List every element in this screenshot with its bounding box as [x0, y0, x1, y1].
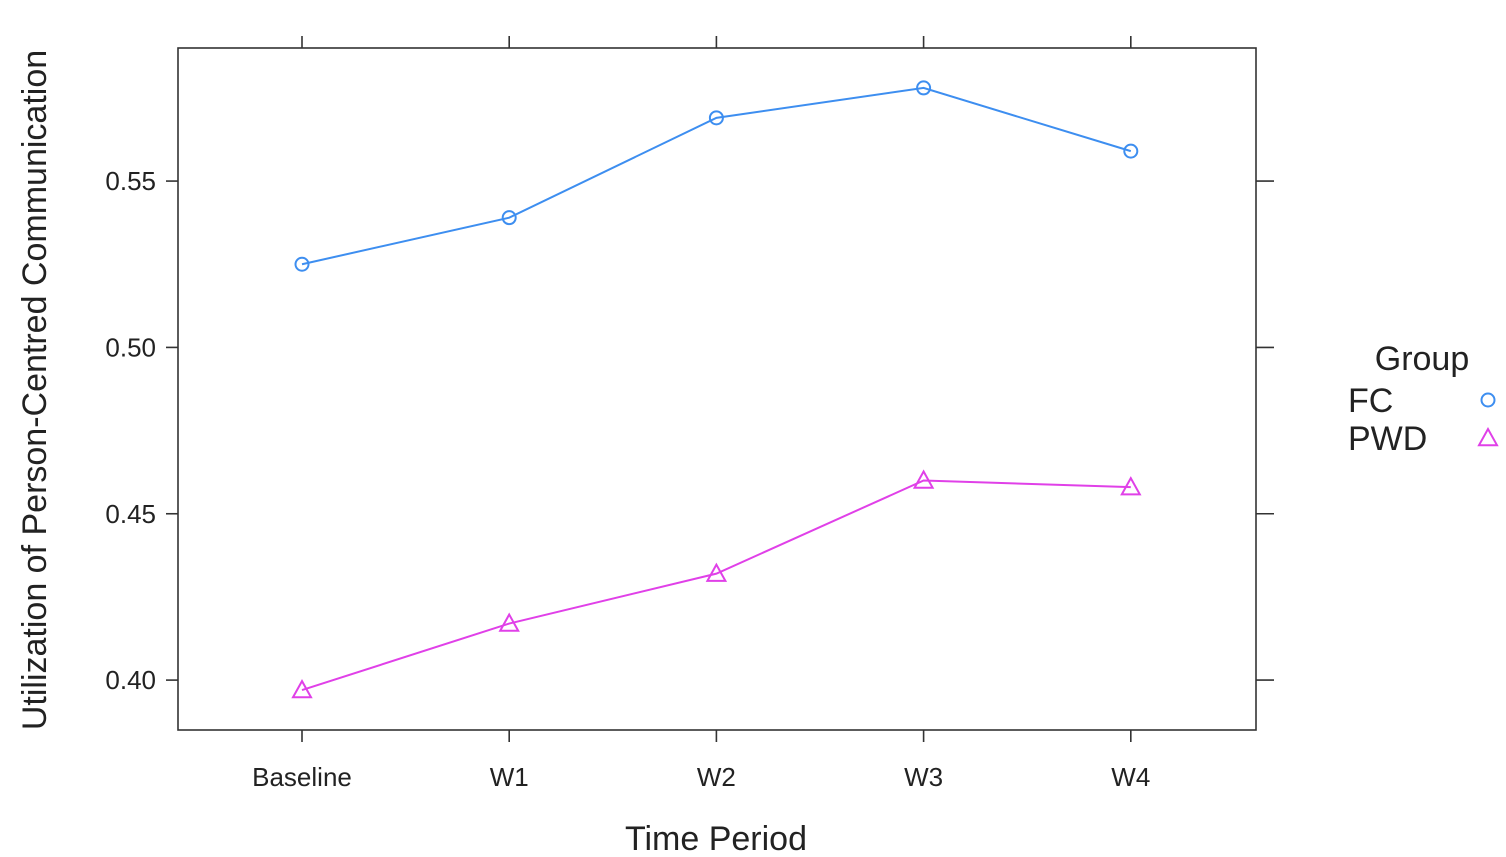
data-point: [705, 562, 728, 582]
series-fc: [294, 80, 1139, 272]
x-tick-label: Baseline: [252, 762, 352, 792]
legend-title: Group: [1375, 340, 1470, 378]
y-tick-label: 0.45: [105, 499, 156, 529]
legend-marker-fc: [1480, 392, 1496, 408]
data-point: [708, 110, 724, 126]
data-point: [1123, 143, 1139, 159]
series-line-pwd: [301, 479, 1131, 692]
data-point: [916, 80, 932, 96]
series-line-fc: [301, 86, 1132, 266]
data-point: [291, 679, 313, 699]
data-point: [912, 469, 935, 489]
y-tick-label: 0.55: [105, 166, 156, 196]
x-tick-label: W2: [697, 762, 736, 792]
y-axis-title: Utilization of Person-Centred Communicat…: [16, 50, 54, 730]
data-point: [294, 256, 310, 272]
data-point: [498, 612, 520, 632]
series-layer: [291, 80, 1142, 699]
x-tick-label: W3: [904, 762, 943, 792]
plot-frame: [177, 47, 1257, 731]
legend-label-pwd: PWD: [1348, 420, 1427, 458]
y-tick-label: 0.50: [105, 332, 156, 362]
y-axis-ticks: 0.40 0.45 0.50 0.55: [105, 166, 1274, 695]
legend-label-fc: FC: [1348, 382, 1393, 420]
x-axis-ticks: Baseline W1 W2 W3 W4: [252, 36, 1150, 792]
data-point: [501, 210, 517, 226]
x-tick-label: W1: [490, 762, 529, 792]
y-tick-label: 0.40: [105, 665, 156, 695]
series-pwd: [291, 469, 1142, 699]
x-axis-title: Time Period: [625, 820, 807, 857]
legend-marker-pwd: [1477, 426, 1499, 447]
data-point: [1120, 476, 1142, 496]
x-tick-label: W4: [1111, 762, 1150, 792]
